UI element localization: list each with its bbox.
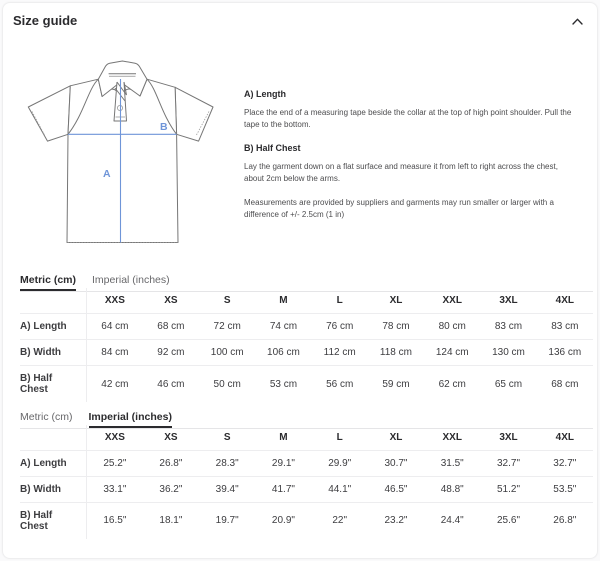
svg-text:B: B	[160, 121, 168, 133]
svg-text:A: A	[103, 168, 111, 180]
